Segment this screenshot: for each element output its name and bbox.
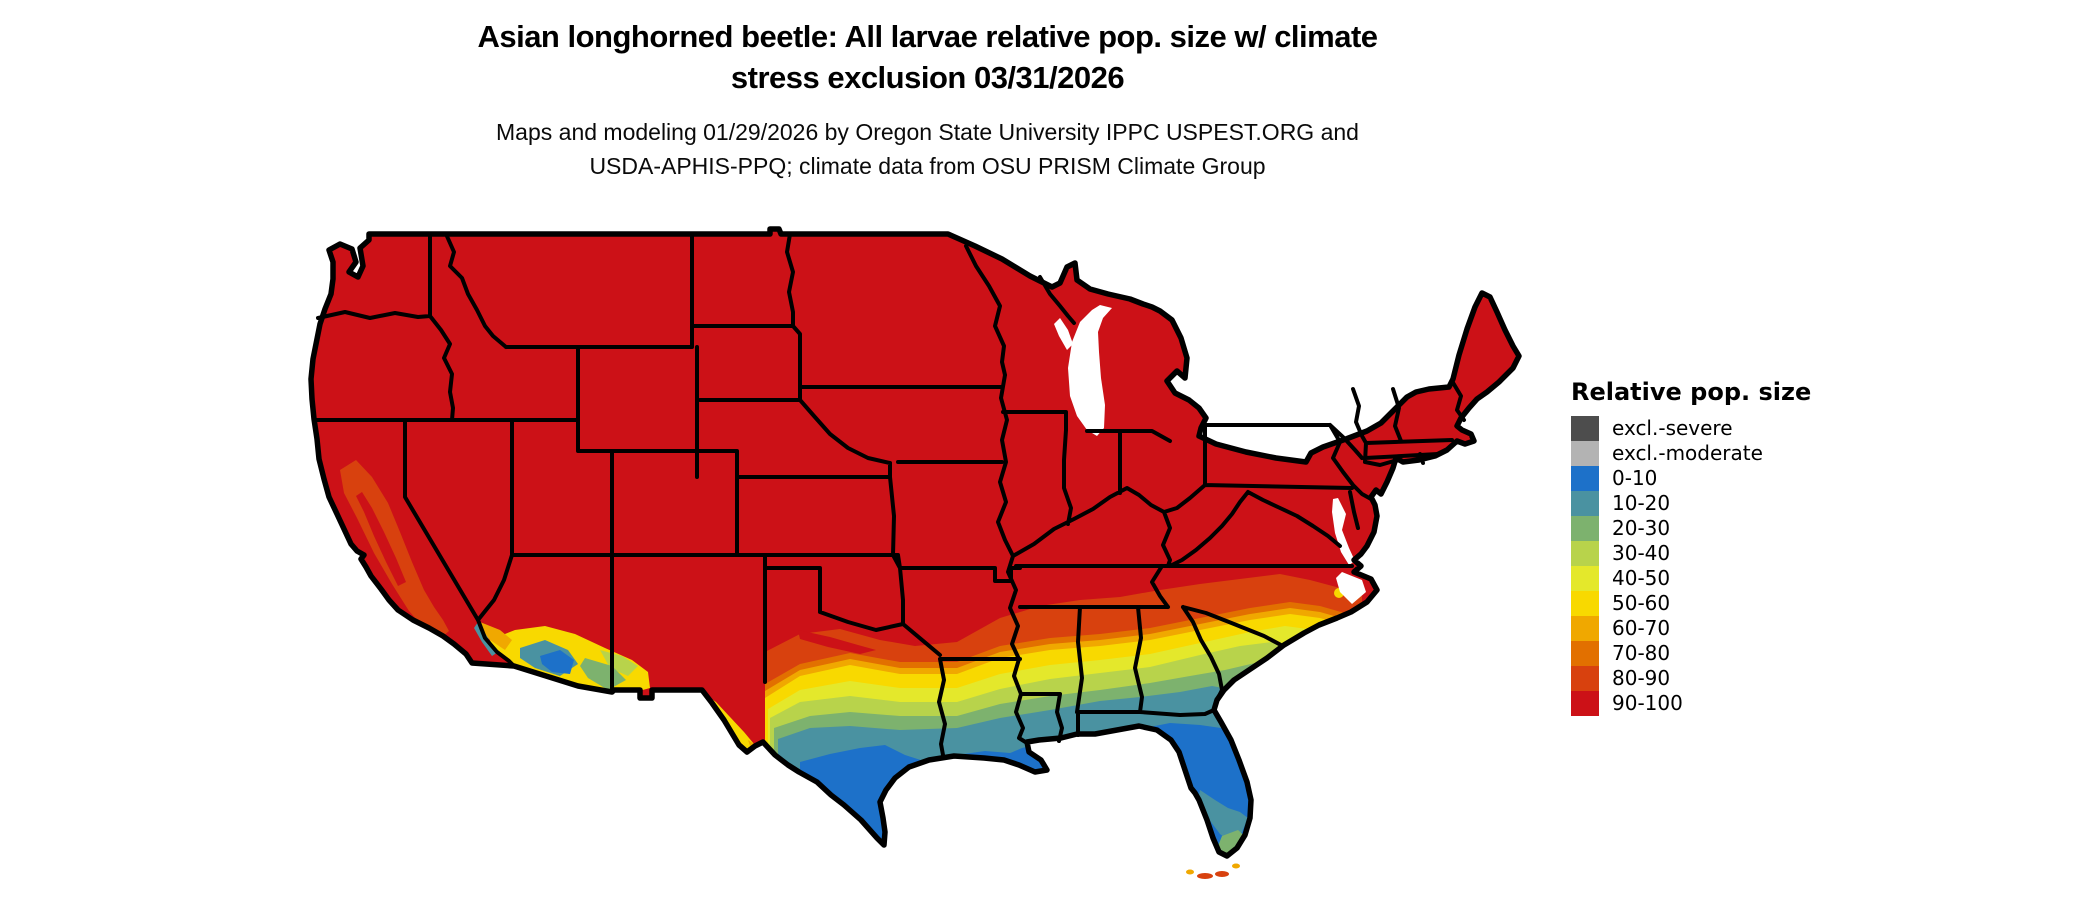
keys-dot-3 <box>1215 871 1229 877</box>
legend-item: 80-90 <box>1571 666 1831 691</box>
region-az-yellowgreen <box>600 650 638 676</box>
legend-swatch <box>1571 441 1599 466</box>
map-fill-layers <box>311 229 1519 856</box>
keys-dot-1 <box>1186 869 1194 875</box>
map-title-line1: Asian longhorned beetle: All larvae rela… <box>477 19 1378 54</box>
region-ca-valley-red-streak <box>356 492 406 586</box>
region-south-florida-teal <box>1198 790 1248 842</box>
legend-item: 70-80 <box>1571 641 1831 666</box>
us-outline <box>308 226 1522 859</box>
region-florida-tip-green <box>1218 830 1247 856</box>
lake-michigan <box>1068 305 1112 436</box>
legend-swatch <box>1571 641 1599 666</box>
legend-item: 0-10 <box>1571 466 1831 491</box>
legend-item-label: 70-80 <box>1612 641 1671 665</box>
legend-item-label: 30-40 <box>1612 541 1671 565</box>
region-az-green <box>580 658 626 690</box>
legend-swatch <box>1571 691 1599 716</box>
legend-item-label: 80-90 <box>1612 666 1671 690</box>
legend-swatch <box>1571 516 1599 541</box>
legend-item: 90-100 <box>1571 691 1831 716</box>
state-borders <box>314 232 1466 757</box>
legend-item: 40-50 <box>1571 566 1831 591</box>
legend-item-label: 20-30 <box>1612 516 1671 540</box>
legend-item-label: 10-20 <box>1612 491 1671 515</box>
legend-item: 50-60 <box>1571 591 1831 616</box>
legend: Relative pop. size excl.-severe excl.-mod… <box>1571 378 1831 716</box>
legend-swatch <box>1571 541 1599 566</box>
legend-item: 10-20 <box>1571 491 1831 516</box>
legend-item-label: 90-100 <box>1612 691 1683 715</box>
legend-item: excl.-severe <box>1571 416 1831 441</box>
legend-item-label: 60-70 <box>1612 616 1671 640</box>
map-title-line2: stress exclusion 03/31/2026 <box>730 60 1125 95</box>
legend-swatch <box>1571 491 1599 516</box>
title-block: Asian longhorned beetle: All larvae rela… <box>305 16 1550 183</box>
legend-title: Relative pop. size <box>1571 378 1812 406</box>
legend-item: 20-30 <box>1571 516 1831 541</box>
chesapeake-bay <box>1332 498 1355 565</box>
legend-item: excl.-moderate <box>1571 441 1831 466</box>
region-socal-teal-dot <box>448 662 456 670</box>
map-subtitle-line2: USDA-APHIS-PPQ; climate data from OSU PR… <box>589 153 1266 179</box>
legend-item-label: 40-50 <box>1612 566 1671 590</box>
pamlico-sound <box>1336 572 1366 604</box>
region-channel-island <box>408 660 416 668</box>
subtitle-block: Maps and modeling 01/29/2026 by Oregon S… <box>305 115 1550 183</box>
region-az-orange <box>480 622 512 650</box>
legend-item-label: 50-60 <box>1612 591 1671 615</box>
legend-item: 60-70 <box>1571 616 1831 641</box>
legend-swatch <box>1571 466 1599 491</box>
legend-item-label: excl.-severe <box>1612 416 1733 440</box>
region-ok-red-tongue <box>798 630 876 654</box>
keys-dot-2 <box>1197 873 1213 879</box>
region-base-90-100 <box>311 229 1519 856</box>
legend-swatch <box>1571 416 1599 441</box>
region-channel-island2 <box>425 667 431 673</box>
legend-item-label: excl.-moderate <box>1612 441 1763 465</box>
keys-dot-4 <box>1232 863 1240 869</box>
legend-swatch <box>1571 666 1599 691</box>
legend-item: 30-40 <box>1571 541 1831 566</box>
legend-items: excl.-severe excl.-moderate 0-10 10-20 20-30… <box>1571 416 1831 716</box>
legend-swatch <box>1571 591 1599 616</box>
florida-keys <box>1186 863 1240 879</box>
region-az-blue <box>540 650 574 674</box>
legend-swatch <box>1571 566 1599 591</box>
green-bay <box>1054 318 1073 350</box>
map-subtitle-line1: Maps and modeling 01/29/2026 by Oregon S… <box>496 119 1359 145</box>
legend-item-label: 0-10 <box>1612 466 1658 490</box>
legend-swatch <box>1571 616 1599 641</box>
